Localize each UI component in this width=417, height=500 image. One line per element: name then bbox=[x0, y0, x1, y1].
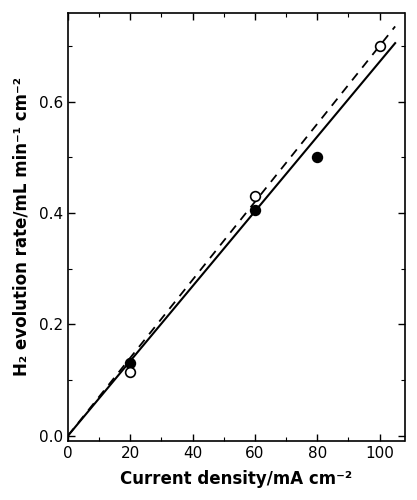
X-axis label: Current density/mA cm⁻²: Current density/mA cm⁻² bbox=[120, 470, 352, 488]
Y-axis label: H₂ evolution rate/mL min⁻¹ cm⁻²: H₂ evolution rate/mL min⁻¹ cm⁻² bbox=[13, 78, 30, 376]
